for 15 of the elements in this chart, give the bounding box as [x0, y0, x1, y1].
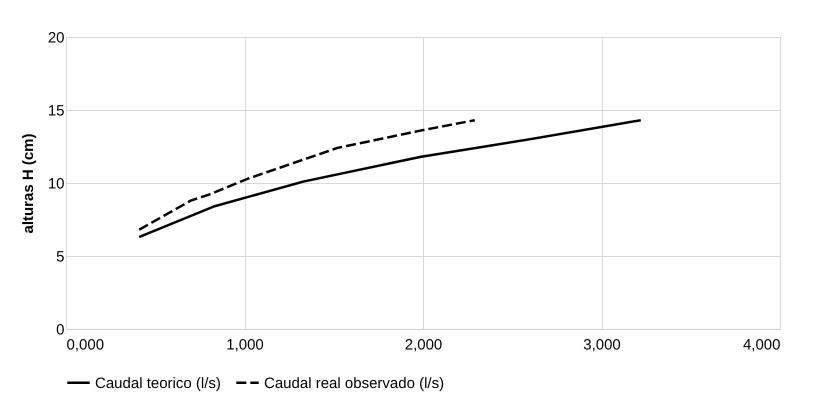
line-series	[138, 118, 476, 231]
x-tick-label: 3,000	[583, 336, 621, 354]
y-tick-label: 20	[48, 30, 64, 46]
y-tick-label: 15	[48, 102, 64, 120]
x-tick-label: 0,000	[66, 336, 104, 354]
y-tick-label: 10	[48, 176, 64, 192]
y-axis-title: alturas H (cm)	[20, 133, 37, 234]
y-tick-label: 5	[56, 248, 64, 266]
x-tick-label: 4,000	[742, 336, 780, 354]
legend-label: Caudal real observado (l/s)	[264, 374, 444, 392]
line-series	[138, 118, 642, 238]
x-tick-label: 2,000	[404, 336, 442, 354]
x-tick-label: 1,000	[226, 336, 264, 354]
legend-label: Caudal teorico (l/s)	[95, 374, 221, 392]
y-tick-label: 0	[56, 322, 64, 338]
